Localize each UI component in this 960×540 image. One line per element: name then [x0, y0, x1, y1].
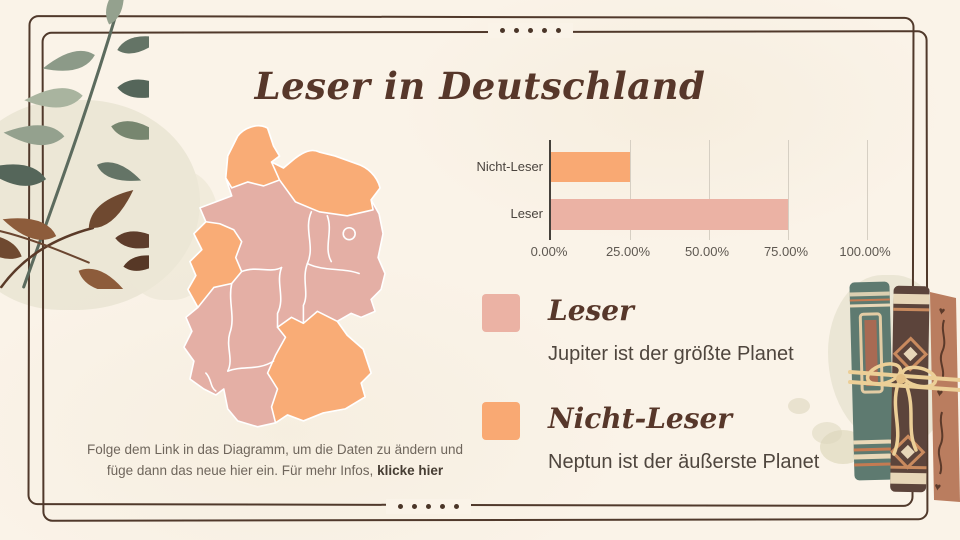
dot — [542, 28, 547, 33]
dots-ornament-bottom — [386, 499, 471, 514]
svg-text:♥: ♥ — [934, 481, 942, 494]
footer-note: Folge dem Link in das Diagramm, um die D… — [70, 440, 480, 482]
legend-title: Nicht-Leser — [548, 402, 733, 435]
legend-swatch-nicht-leser — [482, 402, 520, 440]
gridline — [709, 140, 710, 240]
category-label: Leser — [510, 206, 543, 221]
map-region-bayern — [266, 310, 372, 424]
watercolor-speckle — [812, 422, 842, 444]
legend-title: Leser — [548, 294, 634, 327]
dot — [454, 504, 459, 509]
bar-leser — [551, 199, 788, 230]
leaf-cluster-brown — [0, 189, 149, 289]
dot — [412, 504, 417, 509]
gridline — [630, 140, 631, 240]
twine-bow — [848, 362, 960, 456]
dot — [556, 28, 561, 33]
x-tick: 75.00% — [763, 244, 809, 259]
x-tick: 25.00% — [605, 244, 651, 259]
chart-plot-area — [549, 140, 868, 240]
dot — [440, 504, 445, 509]
klicke-hier-link[interactable]: klicke hier — [377, 462, 444, 478]
dots-ornament-top — [488, 23, 573, 38]
dot — [398, 504, 403, 509]
book-spine-terracotta: ♥ ♥ ♥ — [930, 292, 960, 502]
legend-item-nicht-leser: Nicht-Leser Neptun ist der äußerste Plan… — [482, 399, 902, 475]
bar-nicht-leser — [551, 152, 630, 182]
legend-swatch-leser — [482, 294, 520, 332]
footer-line2: füge dann das neue hier ein. Für mehr In… — [106, 462, 378, 478]
book-stack-decoration: ♥ ♥ ♥ — [848, 281, 960, 502]
watercolor-leaves-decoration — [0, 0, 149, 289]
chart-legend: Leser Jupiter ist der größte Planet Nich… — [482, 291, 902, 507]
legend-description: Jupiter ist der größte Planet — [548, 343, 794, 365]
gridline — [788, 140, 789, 240]
x-tick: 50.00% — [684, 244, 730, 259]
category-label: Nicht-Leser — [476, 159, 543, 174]
x-tick: 100.00% — [839, 244, 891, 259]
leaf-cluster-green — [0, 0, 149, 186]
dot — [500, 28, 505, 33]
x-tick: 0.00% — [530, 244, 568, 259]
gridline — [867, 140, 868, 240]
bar-chart: Nicht-Leser Leser 0.00% 25.00% 50.00% 75… — [470, 136, 900, 266]
book-spine-brown — [890, 285, 930, 493]
svg-text:♥: ♥ — [937, 305, 946, 318]
germany-map — [183, 125, 386, 428]
map-region-schleswig-holstein — [224, 125, 285, 189]
book-spine-teal — [849, 281, 895, 481]
dot — [528, 28, 533, 33]
page-title: Leser in Deutschland — [254, 64, 706, 108]
legend-item-leser: Leser Jupiter ist der größte Planet — [482, 291, 902, 367]
footer-line1: Folge dem Link in das Diagramm, um die D… — [87, 442, 463, 457]
dot — [514, 28, 519, 33]
leaf-stems — [0, 8, 119, 289]
map-region-mecklenburg-vorpommern — [270, 149, 381, 217]
legend-description: Neptun ist der äußerste Planet — [548, 451, 820, 473]
watercolor-speckle — [788, 398, 810, 414]
dot — [426, 504, 431, 509]
svg-text:♥: ♥ — [936, 387, 944, 400]
map-state-borders — [205, 211, 360, 392]
